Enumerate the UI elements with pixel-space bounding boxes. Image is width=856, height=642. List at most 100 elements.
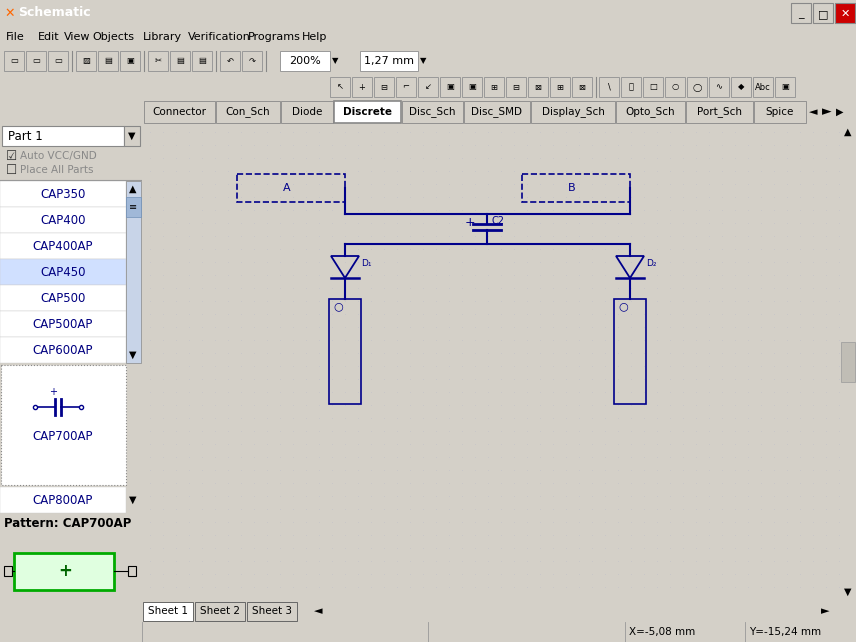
Point (702, 244, 716, 254)
Point (286, 335, 300, 345)
Point (741, 439, 755, 449)
Point (637, 257, 651, 267)
Point (689, 374, 703, 384)
Point (221, 387, 235, 397)
Point (468, 127, 482, 137)
Text: ⊞: ⊞ (490, 83, 497, 92)
Point (533, 543, 547, 553)
Point (611, 140, 625, 150)
Point (325, 413, 339, 423)
Point (754, 335, 768, 345)
Point (247, 491, 261, 501)
Point (312, 231, 326, 241)
Point (586, 465, 599, 475)
Point (507, 582, 520, 592)
Point (286, 140, 300, 150)
Point (624, 569, 638, 579)
Point (377, 192, 391, 202)
Point (416, 400, 430, 410)
Point (156, 309, 169, 319)
Point (208, 218, 222, 228)
Point (507, 439, 520, 449)
Point (767, 231, 781, 241)
Point (728, 166, 742, 176)
Point (325, 348, 339, 358)
Point (390, 127, 404, 137)
Point (221, 127, 235, 137)
Point (780, 192, 794, 202)
Point (715, 205, 728, 215)
Point (403, 374, 417, 384)
Point (299, 413, 312, 423)
Point (273, 179, 287, 189)
Point (286, 322, 300, 332)
Point (586, 361, 599, 371)
Point (663, 348, 677, 358)
Point (182, 452, 196, 462)
Point (819, 374, 833, 384)
Point (351, 231, 365, 241)
Point (572, 283, 586, 293)
Point (832, 452, 846, 462)
Point (637, 374, 651, 384)
Point (586, 283, 599, 293)
Point (143, 166, 157, 176)
Point (273, 530, 287, 540)
Point (806, 322, 820, 332)
Point (728, 400, 742, 410)
Point (637, 231, 651, 241)
Point (494, 582, 508, 592)
Point (208, 296, 222, 306)
Point (429, 166, 443, 176)
Point (195, 439, 209, 449)
Point (741, 166, 755, 176)
Point (507, 556, 520, 566)
Point (299, 569, 312, 579)
Point (806, 452, 820, 462)
Point (572, 439, 586, 449)
Point (195, 504, 209, 514)
Point (468, 530, 482, 540)
Point (455, 153, 469, 163)
Point (598, 205, 612, 215)
Point (494, 452, 508, 462)
Point (403, 426, 417, 436)
FancyBboxPatch shape (0, 337, 126, 363)
Point (312, 543, 326, 553)
Point (715, 322, 728, 332)
Point (455, 530, 469, 540)
Point (195, 491, 209, 501)
Point (260, 374, 274, 384)
Point (443, 218, 456, 228)
Point (676, 504, 690, 514)
Point (299, 166, 312, 176)
Point (611, 309, 625, 319)
Point (663, 374, 677, 384)
Point (247, 504, 261, 514)
Point (754, 387, 768, 397)
Point (377, 556, 391, 566)
Point (299, 283, 312, 293)
Point (624, 426, 638, 436)
Point (273, 478, 287, 488)
Point (403, 569, 417, 579)
Point (260, 270, 274, 280)
FancyBboxPatch shape (126, 197, 141, 217)
Point (728, 374, 742, 384)
Point (468, 491, 482, 501)
Point (390, 452, 404, 462)
Point (143, 179, 157, 189)
Point (312, 413, 326, 423)
Point (390, 569, 404, 579)
Point (260, 569, 274, 579)
Point (611, 387, 625, 397)
Point (156, 335, 169, 345)
Point (260, 491, 274, 501)
Point (598, 400, 612, 410)
Point (377, 504, 391, 514)
Point (273, 140, 287, 150)
Point (338, 452, 352, 462)
Point (260, 244, 274, 254)
Point (247, 374, 261, 384)
Point (702, 569, 716, 579)
